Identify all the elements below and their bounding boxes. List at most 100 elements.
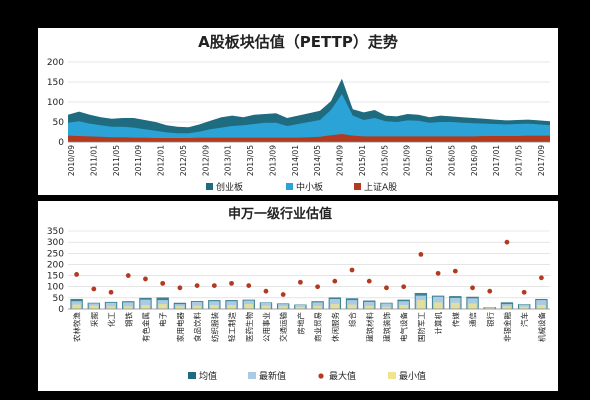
bar-min xyxy=(158,304,167,309)
bar-min xyxy=(192,305,202,309)
bar-latest xyxy=(140,299,151,309)
x-tick-label: 2011/09 xyxy=(134,145,143,176)
legend-label: 中小板 xyxy=(296,181,323,193)
bar-min xyxy=(227,304,236,309)
y-tick-label: 50 xyxy=(53,118,65,128)
x-tick-label: 2014/09 xyxy=(336,145,345,176)
y-tick-label: 100 xyxy=(47,283,64,293)
x-tick-label: 2014/05 xyxy=(313,145,322,176)
max-marker xyxy=(366,278,372,284)
category-label: 钢铁 xyxy=(123,312,133,327)
bar-min xyxy=(106,306,116,309)
max-marker xyxy=(435,270,441,276)
x-tick-label: 2017/05 xyxy=(515,145,524,176)
legend-label: 上证A股 xyxy=(364,182,397,193)
category-label: 农林牧渔 xyxy=(72,312,82,342)
max-marker xyxy=(315,284,321,290)
series-area-1 xyxy=(68,94,550,142)
bar-min xyxy=(519,306,529,309)
bar-min xyxy=(399,304,408,309)
x-tick-label: 2011/05 xyxy=(112,145,121,176)
category-label: 商业贸易 xyxy=(313,312,323,342)
valuation-trend-chart: A股板块估值（PETTP）走势 0 50 100 150 200 2010/09 2011/0… xyxy=(47,33,550,193)
y-tick-label: 250 xyxy=(47,249,64,259)
x-tick-label: 2013/09 xyxy=(268,145,277,176)
bar-min xyxy=(124,306,133,309)
x-tick-label: 2014/01 xyxy=(291,145,300,176)
max-marker xyxy=(211,283,217,288)
bar-min xyxy=(261,305,271,309)
category-label: 机械设备 xyxy=(536,312,546,342)
bar-min xyxy=(382,306,391,309)
category-label: 综合 xyxy=(347,312,357,327)
bar-min xyxy=(451,302,460,309)
y-tick-label: 0 xyxy=(58,138,64,148)
y-tick-label: 200 xyxy=(47,58,64,68)
bar-latest xyxy=(346,300,358,309)
max-marker xyxy=(487,288,493,294)
x-tick-label: 2015/09 xyxy=(403,145,412,176)
bar-min xyxy=(210,304,219,309)
max-marker xyxy=(229,280,234,286)
bar-latest xyxy=(123,302,134,309)
bar-min xyxy=(175,306,185,309)
chart-title: A股板块估值（PETTP）走势 xyxy=(198,33,398,51)
category-label: 纺织服装 xyxy=(209,312,219,342)
max-marker xyxy=(74,272,80,277)
max-marker xyxy=(160,280,166,286)
category-label: 家用电器 xyxy=(175,312,185,342)
x-tick-label: 2012/05 xyxy=(179,145,188,176)
max-marker xyxy=(384,285,389,291)
industry-valuation-chart: 申万一级行业估值 050100150 200250300350 农林牧渔 采掘 化工 钢铁有… xyxy=(47,206,550,382)
max-marker xyxy=(143,276,148,282)
category-label: 食品饮料 xyxy=(192,312,202,342)
bar-min xyxy=(72,304,81,309)
bar-latest xyxy=(364,301,375,309)
legend-swatch xyxy=(206,183,213,190)
max-marker xyxy=(246,283,252,288)
category-label: 电子 xyxy=(158,312,168,327)
category-label: 化工 xyxy=(106,312,116,327)
legend-swatch xyxy=(388,372,396,379)
category-label: 建筑装饰 xyxy=(381,312,391,342)
y-tick-label: 50 xyxy=(53,294,65,304)
max-marker xyxy=(504,239,510,245)
max-marker xyxy=(280,292,286,297)
bar-latest xyxy=(191,301,203,309)
max-marker xyxy=(452,268,458,274)
category-label: 计算机 xyxy=(433,312,443,335)
chart-panel-valuation-trend: A股板块估值（PETTP）走势 0 50 100 150 200 2010/09 2011/0… xyxy=(38,28,558,195)
bar-latest xyxy=(536,300,547,309)
x-tick-label: 2016/01 xyxy=(425,145,434,176)
bar-min xyxy=(313,305,322,309)
bar-latest xyxy=(329,298,341,309)
category-label: 采掘 xyxy=(89,312,99,327)
legend-swatch xyxy=(354,183,361,190)
bar-min xyxy=(278,306,288,309)
bar-min xyxy=(244,304,253,309)
max-marker xyxy=(349,267,355,273)
legend-label: 最小值 xyxy=(399,370,426,382)
bar-min xyxy=(468,303,477,309)
bar-min xyxy=(89,305,99,309)
category-label: 汽车 xyxy=(519,312,529,327)
category-label: 轻工制造 xyxy=(227,312,237,342)
x-tick-label: 2010/09 xyxy=(67,145,76,176)
legend-label: 均值 xyxy=(199,370,217,382)
bar-latest xyxy=(312,302,323,309)
max-marker xyxy=(263,288,269,294)
bar-latest xyxy=(381,303,392,309)
x-tick-label: 2015/05 xyxy=(380,145,389,176)
max-marker xyxy=(332,278,338,284)
max-marker xyxy=(521,289,527,295)
y-tick-label: 0 xyxy=(58,305,64,315)
x-tick-label: 2017/09 xyxy=(537,145,546,176)
category-label: 通信 xyxy=(468,312,478,327)
x-tick-label: 2016/09 xyxy=(470,145,479,176)
y-tick-label: 100 xyxy=(47,98,64,108)
max-marker xyxy=(177,285,183,291)
x-tick-label: 2011/01 xyxy=(89,145,98,176)
category-label: 建筑材料 xyxy=(364,312,374,342)
bar-min xyxy=(433,302,443,309)
max-marker xyxy=(470,285,475,291)
